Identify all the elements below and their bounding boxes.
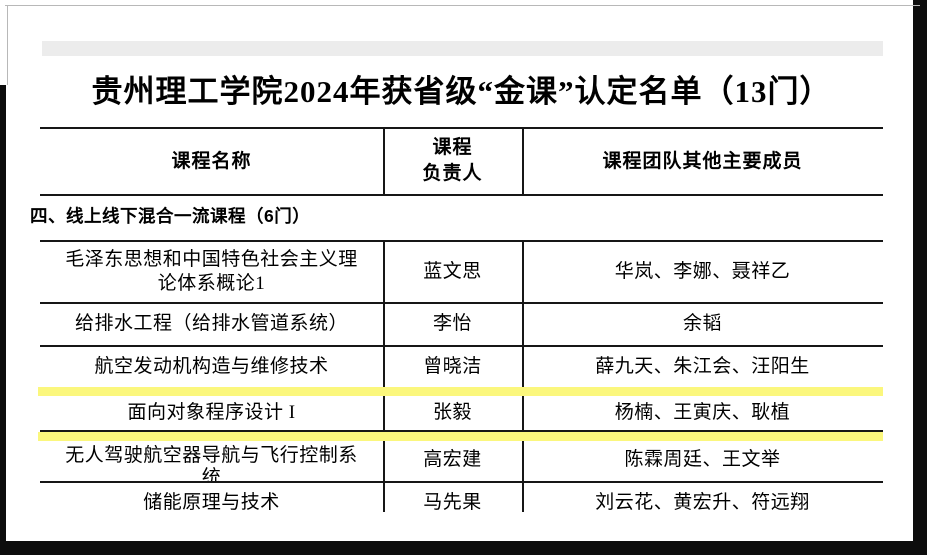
page-border-top bbox=[5, 5, 920, 6]
cell-course: 储能原理与技术 bbox=[143, 492, 280, 513]
screen-edge-bottom bbox=[0, 541, 927, 555]
cell-leader: 高宏建 bbox=[423, 448, 482, 470]
screen-edge-right bbox=[913, 0, 927, 555]
column-header-members: 课程团队其他主要成员 bbox=[602, 151, 803, 172]
column-header-leader: 课程 负责人 bbox=[422, 137, 483, 184]
cell-leader: 张毅 bbox=[432, 402, 472, 423]
table-border bbox=[40, 194, 883, 196]
cell-leader: 马先果 bbox=[423, 492, 482, 513]
cell-course: 给排水工程（给排水管道系统） bbox=[74, 313, 348, 334]
table-border bbox=[522, 240, 524, 512]
table-border bbox=[383, 127, 385, 194]
cell-leader: 李怡 bbox=[432, 313, 472, 334]
table-border bbox=[383, 240, 385, 512]
cell-course: 航空发动机构造与维修技术 bbox=[94, 355, 329, 377]
table-border bbox=[40, 345, 883, 347]
table-border bbox=[40, 430, 883, 432]
cell-members: 薛九天、朱江会、汪阳生 bbox=[595, 355, 810, 377]
section-heading: 四、线上线下混合一流课程（6门） bbox=[30, 205, 311, 226]
table-border bbox=[522, 127, 524, 194]
page-border-left bbox=[7, 5, 8, 85]
cell-members: 华岚、李娜、聂祥乙 bbox=[614, 260, 791, 282]
cell-course: 毛泽东思想和中国特色社会主义理 论体系概论1 bbox=[65, 248, 358, 294]
table-border bbox=[40, 481, 883, 483]
cell-members: 余韬 bbox=[682, 313, 722, 334]
column-header-course: 课程名称 bbox=[171, 151, 252, 172]
cell-leader: 曾晓洁 bbox=[423, 355, 482, 377]
table-border bbox=[40, 240, 883, 242]
toolbar-strip bbox=[42, 41, 883, 56]
cell-course: 无人驾驶航空器导航与飞行控制系 统 bbox=[65, 445, 358, 481]
cell-members: 刘云花、黄宏升、符远翔 bbox=[595, 492, 810, 513]
table-border bbox=[40, 127, 883, 129]
highlight-mark bbox=[38, 432, 883, 441]
highlight-mark bbox=[38, 387, 883, 396]
screen-edge-left bbox=[0, 85, 6, 555]
cell-leader: 蓝文思 bbox=[423, 260, 482, 282]
page-title: 贵州理工学院2024年获省级“金课”认定名单（13门） bbox=[91, 73, 832, 109]
table-border bbox=[40, 302, 883, 304]
cell-members: 杨楠、王寅庆、耿植 bbox=[614, 402, 791, 423]
cell-course: 面向对象程序设计 I bbox=[127, 402, 296, 423]
cell-members: 陈霖周廷、王文举 bbox=[624, 448, 781, 470]
